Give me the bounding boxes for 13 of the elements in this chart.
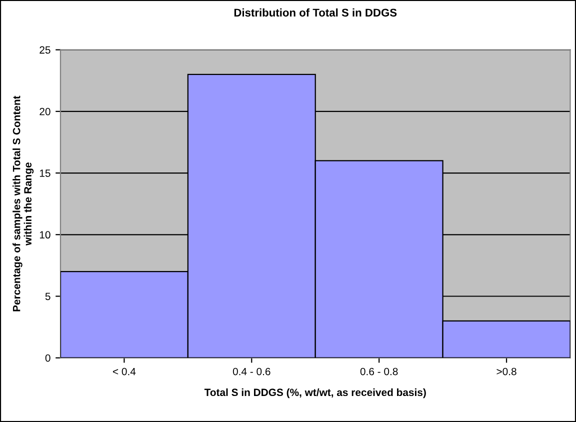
x-tick-label: >0.8: [496, 368, 516, 376]
y-tick-label: 20: [40, 108, 50, 116]
y-tick-label: 10: [40, 231, 50, 239]
x-tick-label: < 0.4: [112, 368, 136, 376]
y-tick-label: 15: [40, 170, 50, 177]
y-tick-label: 5: [45, 292, 50, 300]
y-axis-title: Percentage of samples with Total S Content within the Range: [12, 96, 34, 312]
y-tick-label: 0: [45, 354, 50, 362]
x-axis-title: Total S in DDGS (%, wt/wt, as received basis): [204, 388, 426, 398]
x-tick-label: 0.6 - 0.8: [360, 368, 398, 376]
y-tick-label: 25: [40, 46, 50, 54]
x-tick-label: 0.4 - 0.6: [232, 368, 270, 376]
chart-title: Distribution of Total S in DDGS: [234, 8, 397, 17]
